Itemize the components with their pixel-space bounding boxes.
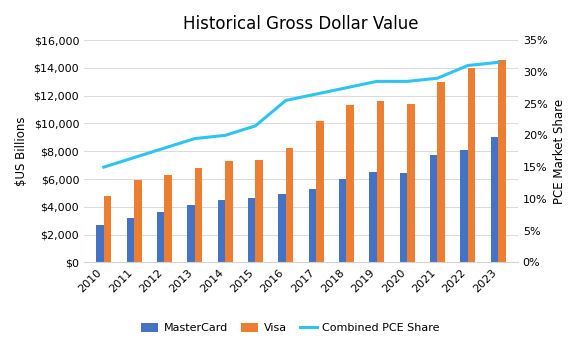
Bar <box>187 205 195 262</box>
Y-axis label: PCE Market Share: PCE Market Share <box>553 99 566 204</box>
Bar <box>468 68 475 262</box>
Bar <box>437 82 445 262</box>
Combined PCE Share <box>373 79 380 83</box>
Combined PCE Share <box>313 92 320 96</box>
Bar <box>369 172 376 262</box>
Bar <box>256 159 263 262</box>
Bar <box>157 212 164 262</box>
Combined PCE Share <box>161 146 168 150</box>
Bar <box>278 194 286 262</box>
Combined PCE Share <box>282 98 289 102</box>
Combined PCE Share <box>101 165 107 169</box>
Bar <box>104 196 112 262</box>
Bar <box>498 59 505 262</box>
Bar <box>225 161 232 262</box>
Legend: MasterCard, Visa, Combined PCE Share: MasterCard, Visa, Combined PCE Share <box>137 319 444 338</box>
Bar <box>134 181 142 262</box>
Line: Combined PCE Share: Combined PCE Share <box>104 62 498 167</box>
Title: Historical Gross Dollar Value: Historical Gross Dollar Value <box>183 15 419 33</box>
Combined PCE Share <box>494 60 501 64</box>
Bar <box>400 173 407 262</box>
Combined PCE Share <box>221 133 228 137</box>
Bar <box>248 199 256 262</box>
Combined PCE Share <box>434 76 441 80</box>
Bar <box>430 155 437 262</box>
Bar <box>127 218 134 262</box>
Bar <box>195 168 202 262</box>
Bar <box>217 200 225 262</box>
Bar <box>346 105 354 262</box>
Bar <box>376 101 385 262</box>
Combined PCE Share <box>343 86 350 90</box>
Combined PCE Share <box>191 137 198 141</box>
Bar <box>460 150 468 262</box>
Bar <box>490 137 498 262</box>
Combined PCE Share <box>404 79 411 83</box>
Bar <box>96 225 104 262</box>
Bar <box>286 149 293 262</box>
Bar <box>164 175 172 262</box>
Combined PCE Share <box>464 64 471 68</box>
Bar <box>407 104 415 262</box>
Bar <box>339 179 346 262</box>
Bar <box>309 189 316 262</box>
Combined PCE Share <box>131 156 138 160</box>
Y-axis label: $US Billions: $US Billions <box>15 117 28 186</box>
Combined PCE Share <box>252 124 259 128</box>
Bar <box>316 121 324 262</box>
